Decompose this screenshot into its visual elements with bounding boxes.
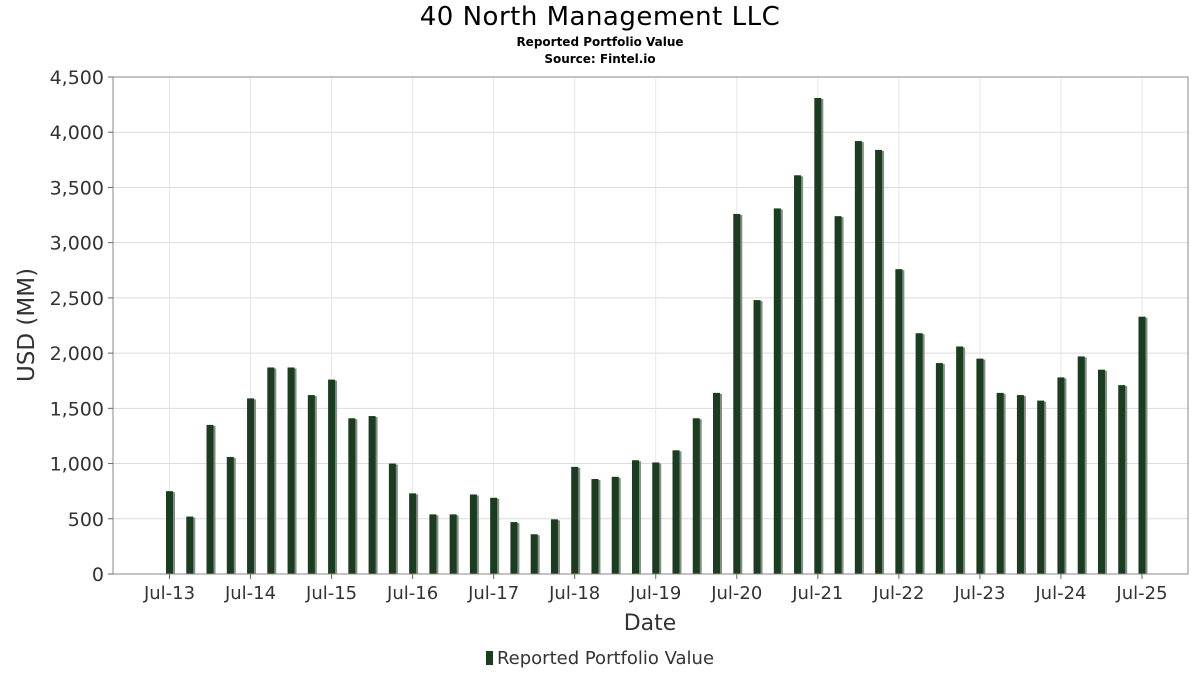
- bar: [794, 175, 802, 574]
- bar: [267, 367, 275, 574]
- bar: [996, 392, 1004, 574]
- x-tick-label: Jul-23: [953, 583, 1005, 604]
- bar: [753, 300, 761, 574]
- bar: [1016, 395, 1024, 574]
- bar: [631, 460, 639, 574]
- bar: [226, 456, 234, 574]
- bar: [348, 418, 356, 574]
- bar: [692, 418, 700, 574]
- bar: [368, 416, 376, 574]
- bar: [388, 463, 396, 574]
- bar: [935, 363, 943, 574]
- legend: Reported Portfolio Value: [0, 648, 1200, 669]
- y-tick-label: 2,000: [50, 343, 104, 365]
- legend-label: Reported Portfolio Value: [496, 648, 715, 669]
- x-tick-label: Jul-25: [1115, 583, 1167, 604]
- bar: [449, 514, 457, 574]
- bar: [287, 367, 295, 574]
- bar: [875, 149, 883, 575]
- bar: [1118, 385, 1126, 574]
- x-tick-label: Jul-21: [791, 583, 843, 604]
- bar: [510, 522, 518, 574]
- y-tick-label: 500: [68, 509, 104, 531]
- x-tick-label: Jul-15: [305, 583, 357, 604]
- x-tick-label: Jul-18: [548, 583, 600, 604]
- chart-subtitle: Reported Portfolio Value: [516, 35, 684, 49]
- bar: [571, 466, 579, 574]
- x-axis-label: Date: [624, 611, 677, 636]
- x-tick-label: Jul-24: [1034, 583, 1086, 604]
- bar: [247, 398, 255, 574]
- x-tick-label: Jul-22: [872, 583, 924, 604]
- y-tick-label: 4,500: [50, 67, 104, 89]
- chart-source: Source: Fintel.io: [544, 52, 656, 66]
- bar: [854, 141, 862, 574]
- bar: [328, 379, 336, 574]
- bar: [733, 213, 741, 574]
- y-tick-label: 1,500: [50, 398, 104, 420]
- bar: [490, 497, 498, 574]
- y-tick-label: 3,000: [50, 233, 104, 255]
- y-tick-label: 1,000: [50, 454, 104, 476]
- bar: [773, 208, 781, 574]
- bar: [591, 479, 599, 574]
- bar: [915, 333, 923, 574]
- x-tick-label: Jul-13: [143, 583, 195, 604]
- y-axis-label: USD (MM): [14, 268, 40, 382]
- bar: [672, 450, 680, 574]
- bar: [713, 392, 721, 574]
- bar: [1057, 377, 1065, 574]
- bars: [166, 97, 1148, 575]
- bar: [956, 346, 964, 574]
- x-tick-label: Jul-19: [629, 583, 681, 604]
- bar: [834, 216, 842, 574]
- x-axis-ticks: Jul-13 Jul-14 Jul-15 Jul-16 Jul-17 Jul-18 Jul-…: [143, 574, 1168, 604]
- bar: [409, 493, 417, 574]
- bar: [1097, 369, 1105, 574]
- bar: [206, 424, 214, 574]
- x-tick-label: Jul-20: [710, 583, 762, 604]
- bar: [976, 358, 984, 574]
- x-tick-label: Jul-16: [386, 583, 438, 604]
- bar: [611, 476, 619, 574]
- plot-frame: [112, 76, 1189, 575]
- y-tick-label: 0: [92, 564, 104, 586]
- chart-title: 40 North Management LLC: [419, 2, 781, 32]
- bar: [814, 97, 822, 575]
- bar: [429, 514, 437, 574]
- x-tick-label: Jul-17: [467, 583, 519, 604]
- bar: [186, 516, 194, 574]
- legend-swatch: [485, 651, 493, 665]
- y-axis-ticks: 0 500 1,000 1,500 2,000 2,500 3,000 3,500 4,000 4…: [50, 67, 113, 586]
- bar: [1138, 316, 1146, 574]
- bar: [550, 519, 558, 574]
- bar: [530, 534, 538, 574]
- bar: [307, 395, 315, 574]
- bar: [166, 491, 173, 574]
- bar: [469, 494, 477, 574]
- bar: [1077, 356, 1085, 574]
- bar: [652, 462, 660, 574]
- y-tick-label: 4,000: [50, 122, 104, 144]
- x-tick-label: Jul-14: [224, 583, 276, 604]
- bar: [1037, 400, 1045, 574]
- y-tick-label: 2,500: [50, 288, 104, 310]
- bar: [895, 269, 903, 574]
- y-tick-label: 3,500: [50, 177, 104, 199]
